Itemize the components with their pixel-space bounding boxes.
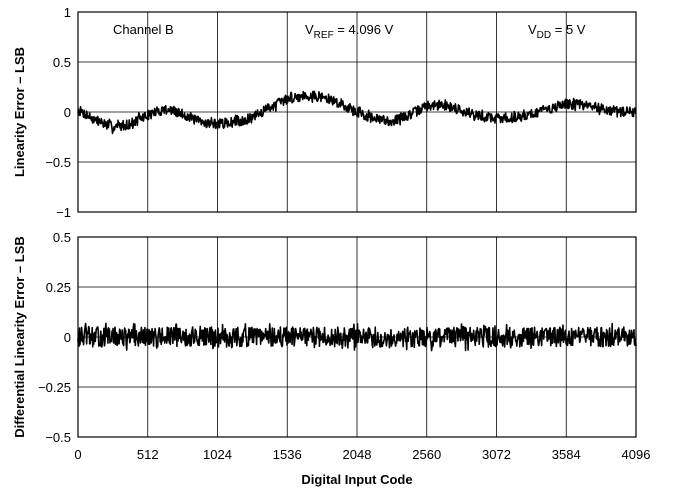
x-tick-labels: 0 512 1024 1536 2048 2560 3072 3584 4096 (74, 447, 650, 462)
differential-linearity-error-chart: 0.5 0.25 0 −0.25 −0.5 0 512 1024 1536 2048 2560 30… (12, 230, 650, 487)
x-tick-label: 1536 (273, 447, 302, 462)
x-tick-label: 2048 (343, 447, 372, 462)
bottom-y-tick-label: 0.25 (46, 280, 71, 295)
x-tick-label: 0 (74, 447, 81, 462)
x-tick-label: 4096 (622, 447, 651, 462)
top-trace-path (77, 90, 637, 135)
vdd-annotation: VDD = 5 V (528, 22, 586, 41)
x-tick-label: 1024 (203, 447, 232, 462)
bottom-trace-path (77, 322, 637, 352)
top-y-tick-label: −0.5 (45, 155, 71, 170)
top-y-tick-label: 0 (64, 105, 71, 120)
x-axis-label: Digital Input Code (301, 472, 412, 487)
top-y-tick-labels: 1 0.5 0 −0.5 −1 (45, 5, 71, 220)
top-y-axis-label: Linearity Error – LSB (12, 47, 27, 177)
bottom-y-axis-label: Differential Linearity Error – LSB (12, 236, 27, 438)
bottom-y-tick-labels: 0.5 0.25 0 −0.25 −0.5 (38, 230, 71, 445)
bottom-y-tick-label: 0 (64, 330, 71, 345)
top-y-tick-label: −1 (56, 205, 71, 220)
integral-linearity-error-chart: 1 0.5 0 −0.5 −1 Linearity Error – LSB Channe… (12, 5, 637, 220)
top-error-trace (77, 90, 637, 135)
x-tick-label: 512 (137, 447, 159, 462)
x-tick-label: 2560 (412, 447, 441, 462)
x-tick-label: 3072 (482, 447, 511, 462)
vref-annotation: VREF = 4.096 V (305, 22, 394, 41)
top-y-tick-label: 0.5 (53, 55, 71, 70)
top-y-tick-label: 1 (64, 5, 71, 20)
x-tick-label: 3584 (552, 447, 581, 462)
channel-annotation: Channel B (113, 22, 174, 37)
bottom-y-tick-label: 0.5 (53, 230, 71, 245)
bottom-y-tick-label: −0.25 (38, 380, 71, 395)
bottom-error-trace (77, 322, 637, 352)
bottom-y-tick-label: −0.5 (45, 430, 71, 445)
